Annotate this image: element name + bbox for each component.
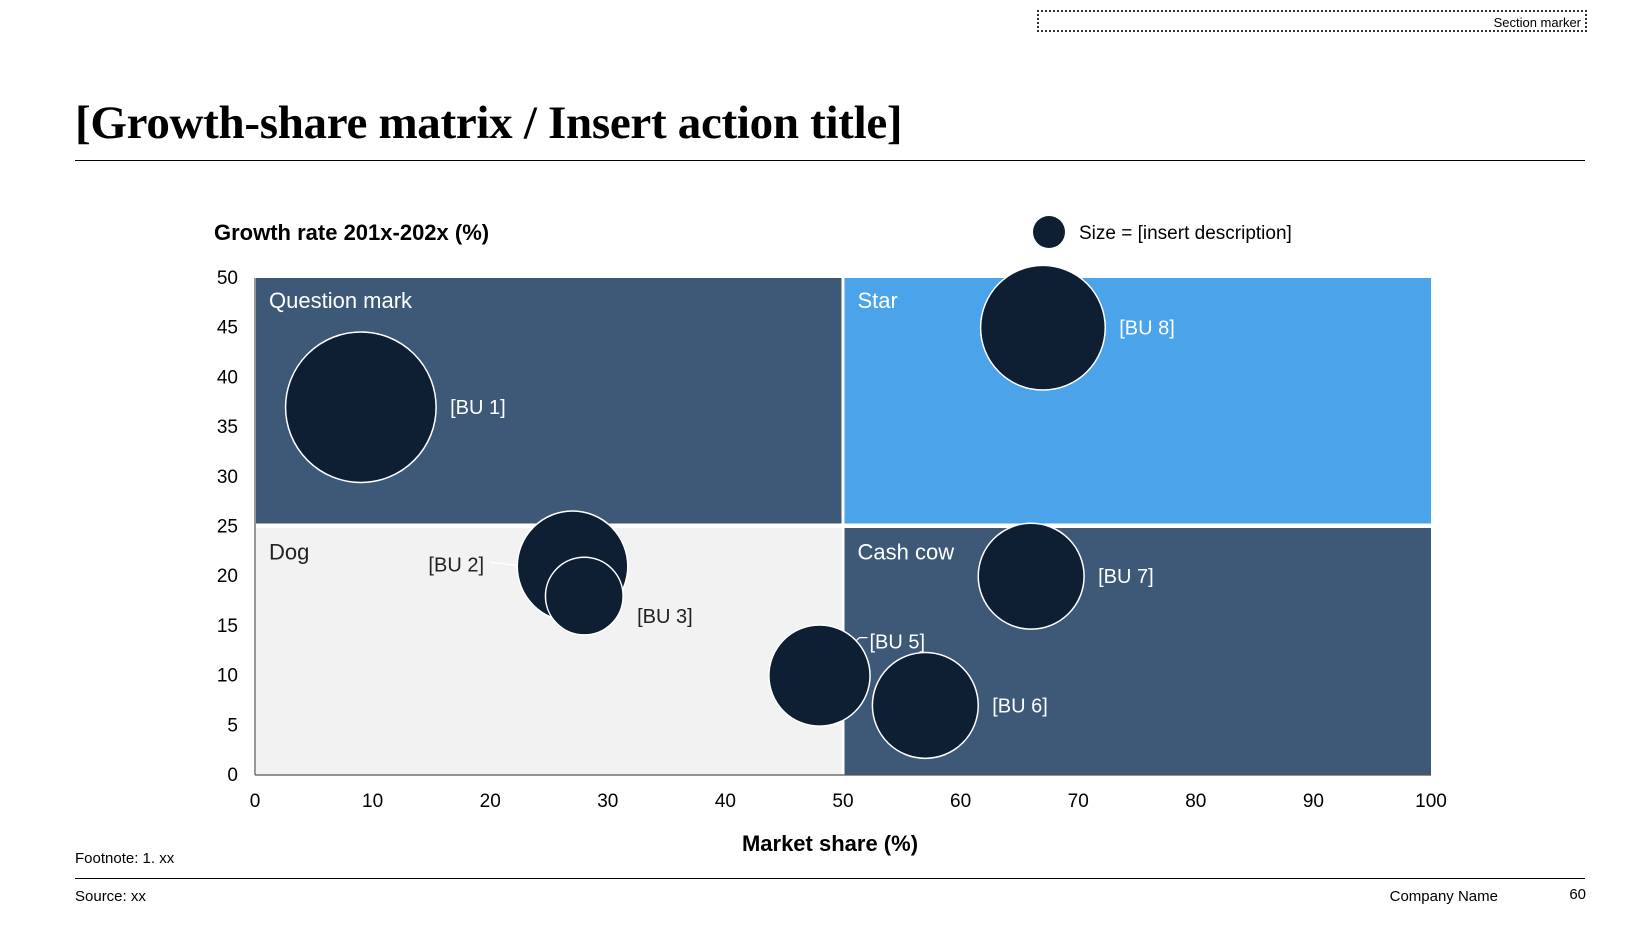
quadrant-label-dog: Dog xyxy=(269,540,309,565)
company-name: Company Name xyxy=(1389,888,1498,905)
bubble-bu-3 xyxy=(544,556,624,636)
x-axis-title: Market share (%) xyxy=(742,831,918,856)
bubble-bu-6 xyxy=(871,651,979,760)
y-tick-label: 35 xyxy=(217,417,238,438)
bubble-label-bu-2: [BU 2] xyxy=(428,554,484,576)
x-tick-label: 60 xyxy=(950,791,971,812)
section-marker: Section marker xyxy=(1037,10,1587,32)
y-tick-label: 40 xyxy=(217,367,238,388)
bubble-bu-5 xyxy=(768,624,871,727)
x-tick-label: 30 xyxy=(597,791,618,812)
x-tick-label: 20 xyxy=(480,791,501,812)
footer-divider xyxy=(75,878,1585,879)
quadrant-star xyxy=(844,278,1431,524)
x-tick-label: 70 xyxy=(1068,791,1089,812)
x-tick-label: 50 xyxy=(832,791,853,812)
y-axis-title: Growth rate 201x-202x (%) xyxy=(214,220,489,245)
y-tick-label: 20 xyxy=(217,566,238,587)
quadrant-label-question-mark: Question mark xyxy=(269,288,413,313)
bubble-labels: [BU 1] [BU 2] [BU 3] [BU 5] [BU 6] [BU 7] [BU … xyxy=(428,318,1174,718)
y-tick-label: 30 xyxy=(217,467,238,488)
legend-label: Size = [insert description] xyxy=(1079,223,1292,244)
x-tick-label: 80 xyxy=(1185,791,1206,812)
x-tick-label: 10 xyxy=(362,791,383,812)
bubble-label-bu-3: [BU 3] xyxy=(637,606,693,628)
y-tick-label: 45 xyxy=(217,318,238,339)
slide-title: [Growth-share matrix / Insert action tit… xyxy=(75,97,903,149)
legend-bubble-icon xyxy=(1033,216,1065,248)
title-divider xyxy=(75,160,1585,161)
y-tick-labels: 0 5 10 15 20 25 30 35 40 45 50 xyxy=(217,268,238,786)
footnote: Footnote: 1. xx xyxy=(75,850,175,867)
y-tick-label: 10 xyxy=(217,666,238,687)
y-tick-label: 15 xyxy=(217,616,238,637)
bubble-label-bu-1: [BU 1] xyxy=(450,397,506,419)
x-tick-label: 90 xyxy=(1303,791,1324,812)
y-tick-label: 0 xyxy=(227,765,238,786)
x-tick-label: 40 xyxy=(715,791,736,812)
x-tick-label: 0 xyxy=(250,791,261,812)
y-tick-label: 25 xyxy=(217,517,238,538)
x-tick-labels: 0 10 20 30 40 50 60 70 80 90 100 xyxy=(250,791,1447,812)
bubble-layer xyxy=(284,264,1106,760)
quadrant-layer: Question mark Star Dog Cash cow xyxy=(256,278,1431,775)
axes-layer xyxy=(254,278,1431,776)
bubble-bu-1 xyxy=(284,331,437,484)
bubble-label-bu-6: [BU 6] xyxy=(992,695,1048,717)
bubble-bu-8 xyxy=(979,264,1106,391)
y-tick-label: 5 xyxy=(227,715,238,736)
source-note: Source: xx xyxy=(75,888,146,905)
x-tick-label: 100 xyxy=(1415,791,1447,812)
y-tick-label: 50 xyxy=(217,268,238,289)
quadrant-label-star: Star xyxy=(858,288,898,313)
page-number: 60 xyxy=(1569,886,1586,903)
bubble-bu-7 xyxy=(977,522,1085,630)
quadrant-label-cash-cow: Cash cow xyxy=(858,540,955,565)
bubble-label-bu-5: [BU 5] xyxy=(869,632,925,654)
bubble-label-bu-8: [BU 8] xyxy=(1119,318,1175,340)
bubble-label-bu-7: [BU 7] xyxy=(1098,566,1154,588)
